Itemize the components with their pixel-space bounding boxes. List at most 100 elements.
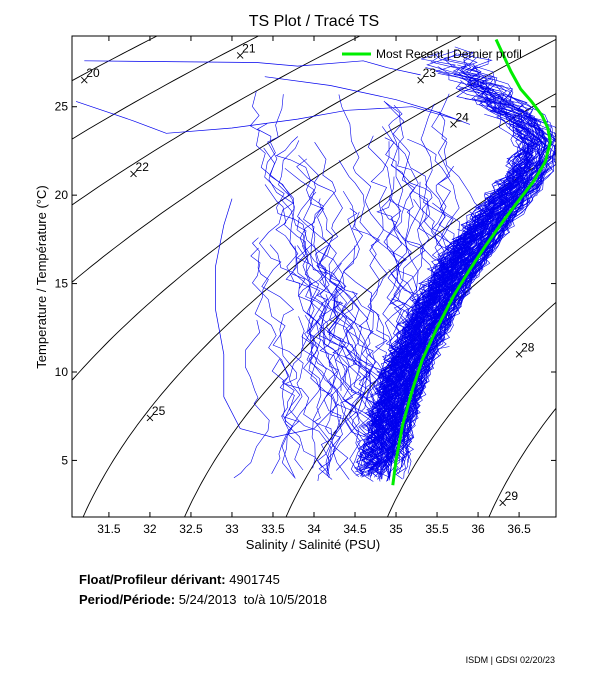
profile-trace <box>279 359 296 479</box>
x-tick-label: 31.5 <box>97 522 121 536</box>
contour-label: 29 <box>505 489 519 503</box>
contour-label: 20 <box>86 66 100 80</box>
profile-outlier-trace <box>84 60 421 76</box>
contour-label-marker <box>417 76 424 84</box>
density-contour-21 <box>72 36 260 140</box>
period-label: Period/Période: <box>79 592 176 607</box>
profile-trace <box>256 123 358 343</box>
contour-labels: 20 21 22 23 24 25 28 29 <box>80 41 535 507</box>
profile-trace <box>383 100 416 305</box>
profile-trace <box>366 141 397 478</box>
y-axis-label: Temperature / Température (°C) <box>34 185 49 368</box>
profile-trace <box>384 181 429 466</box>
profile-trace <box>296 243 374 482</box>
profile-traces <box>75 46 556 482</box>
profile-trace <box>259 147 349 471</box>
profile-trace <box>405 84 556 463</box>
profile-trace <box>398 182 535 450</box>
profile-trace <box>326 370 386 478</box>
profile-trace <box>352 211 385 477</box>
x-axis-ticks: 31.5 32 32.5 33 33.5 34 34.5 35 35.5 36 36.5 <box>97 36 531 536</box>
contour-label-marker <box>499 499 506 507</box>
contour-label-marker <box>80 76 88 84</box>
x-tick-label: 35 <box>389 522 403 536</box>
legend: Most Recent | Dernier profil <box>342 47 522 61</box>
profile-trace <box>297 245 380 478</box>
contour-label-marker <box>130 170 137 178</box>
profile-trace <box>298 154 395 452</box>
density-contours <box>72 36 556 517</box>
x-tick-label: 36.5 <box>507 522 531 536</box>
profile-trace <box>387 199 421 481</box>
x-tick-label: 32.5 <box>179 522 203 536</box>
x-axis-label: Salinity / Salinité (PSU) <box>246 537 380 552</box>
profile-trace <box>249 90 306 289</box>
float-info: Float/Profileur dérivant: 4901745 <box>79 572 280 587</box>
profile-trace <box>381 198 425 432</box>
profile-trace <box>380 124 540 447</box>
profile-trace <box>388 269 416 481</box>
y-tick-label: 10 <box>55 365 69 379</box>
density-contour-27 <box>285 220 556 517</box>
profile-trace <box>302 334 350 480</box>
profile-trace <box>398 120 547 431</box>
contour-label-marker <box>146 414 154 422</box>
contour-label: 21 <box>242 41 256 55</box>
contour-label-marker <box>515 350 523 358</box>
profile-trace <box>284 168 342 391</box>
density-contour-20 <box>72 36 159 82</box>
profile-outlier-trace <box>264 76 471 125</box>
profile-trace <box>388 176 457 395</box>
profile-trace <box>326 299 373 468</box>
x-tick-label: 36 <box>471 522 485 536</box>
profile-trace <box>233 319 270 479</box>
profile-trace <box>267 94 347 434</box>
x-tick-label: 34.5 <box>343 522 367 536</box>
credit-text: ISDM | GDSI 02/20/23 <box>465 655 555 665</box>
profile-trace <box>390 164 453 455</box>
density-contour-22 <box>72 36 361 206</box>
y-tick-label: 5 <box>61 453 68 467</box>
most-recent-profile <box>391 38 552 486</box>
chart-title: TS Plot / Tracé TS <box>249 13 379 30</box>
contour-label-marker <box>450 121 457 128</box>
contour-label-marker <box>236 52 244 59</box>
x-tick-label: 35.5 <box>425 522 449 536</box>
profile-trace <box>311 142 384 473</box>
period-info: Period/Période: 5/24/2013 to/à 10/5/2018 <box>79 592 327 607</box>
most-recent-profile-line <box>391 38 552 486</box>
contour-label: 25 <box>152 404 166 418</box>
profile-trace <box>278 140 388 474</box>
contour-label: 23 <box>423 66 437 80</box>
profile-trace <box>297 191 374 471</box>
profile-outlier-trace <box>75 101 462 134</box>
y-tick-label: 20 <box>55 188 69 202</box>
x-tick-label: 32 <box>143 522 157 536</box>
profile-trace <box>294 245 336 469</box>
y-tick-label: 25 <box>55 100 69 114</box>
period-start: 5/24/2013 <box>178 592 237 607</box>
profile-trace <box>385 121 549 475</box>
profile-trace <box>328 190 374 382</box>
float-id: 4901745 <box>229 572 280 587</box>
profile-trace <box>375 298 418 482</box>
profile-trace <box>328 301 389 473</box>
density-contour-26 <box>184 152 556 517</box>
density-contour-28 <box>386 301 556 517</box>
profile-trace <box>388 104 452 340</box>
legend-label: Most Recent | Dernier profil <box>376 47 522 61</box>
density-contour-23 <box>72 36 463 283</box>
profile-trace <box>296 217 359 414</box>
float-label: Float/Profileur dérivant: <box>79 572 226 587</box>
contour-label: 28 <box>521 340 535 354</box>
y-axis-ticks: 5 10 15 20 25 <box>55 100 556 467</box>
profile-trace <box>327 301 346 474</box>
density-contour-29 <box>488 407 556 517</box>
density-contour-25 <box>82 93 556 517</box>
profile-trace <box>271 358 300 474</box>
profile-trace <box>264 184 354 480</box>
profile-trace <box>296 158 377 433</box>
y-tick-label: 15 <box>55 277 69 291</box>
profile-trace <box>284 208 360 467</box>
